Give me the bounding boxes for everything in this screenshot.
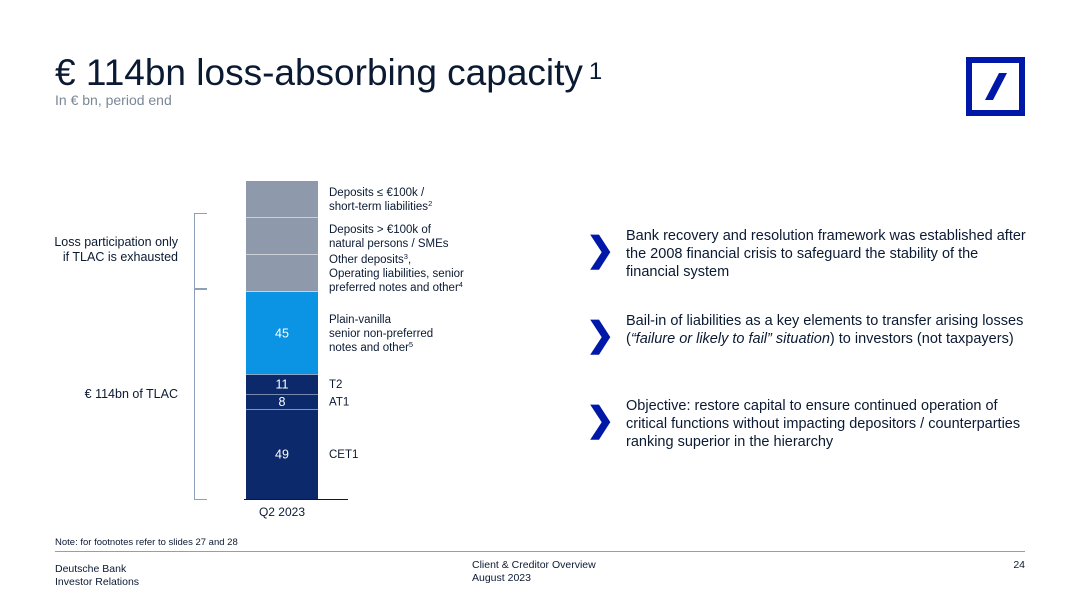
bar-segment-snp [246,291,318,375]
bullet-text: Objective: restore capital to ensure con… [626,397,1031,451]
segment-label-at1: AT1 [329,397,349,409]
bar-segment-t2 [246,374,318,395]
data-label-t2: 11 [276,378,289,392]
tlac-bracket [194,288,207,500]
data-label-at1: 8 [279,395,286,409]
bullet-text-part: Bank recovery and resolution framework w… [626,228,1026,280]
footer-document: Client & Creditor Overview August 2023 [472,559,596,585]
page-subtitle: In € bn, period end [55,92,172,108]
bullet-text: Bank recovery and resolution framework w… [626,227,1031,281]
title-footnote: 1 [588,58,603,85]
bullet-emphasis: “failure or likely to fail” situation [630,331,830,347]
logo-slash-icon [985,73,1007,100]
chevron-right-icon: ❯ [586,401,615,439]
footer-org-name: Deutsche Bank [55,563,127,575]
footer-org-department: Investor Relations [55,576,140,588]
segment-label-other_deposits: Other deposits3, Operating liabilities, s… [329,252,464,294]
bar-segment-other_deposits [246,254,318,292]
segment-label-t2: T2 [329,379,342,391]
bar-segment-deposits_le_100k [246,180,318,218]
loss-participation-label-line: if TLAC is exhausted [62,250,178,264]
loss-participation-bracket [194,213,207,290]
footer-organization: Deutsche Bank Investor Relations [55,563,139,589]
segment-label-snp: Plain-vanilla senior non-preferred notes a… [329,314,433,354]
data-label-cet1: 49 [275,448,289,462]
page-title: € 114bn loss-absorbing capacity 1 [55,52,602,94]
tlac-label: € 114bn of TLAC [84,387,178,401]
bar-segment-deposits_gt_100k [246,217,318,255]
footnote-note: Note: for footnotes refer to slides 27 a… [55,537,238,548]
segment-label-cet1: CET1 [329,449,358,461]
bar-segment-cet1 [246,409,318,499]
footer-divider [55,551,1025,552]
chevron-right-icon: ❯ [586,231,615,269]
bullet-item: ❯ Bail-in of liabilities as a key element… [586,312,1031,352]
bullet-text-part: Bail-in of liabilities as a key elements… [626,313,1024,347]
segment-label-deposits_gt_100k: Deposits > €100k of natural persons / SME… [329,224,449,250]
loss-participation-label: Loss participation only if TLAC is exhaus… [30,235,178,265]
bullet-text-part: Objective: restore capital to ensure con… [626,398,1021,450]
loss-participation-label-line: Loss participation only [54,235,178,249]
bullet-item: ❯ Bank recovery and resolution framework … [586,227,1031,281]
segment-label-deposits_le_100k: Deposits ≤ €100k / short-term liabilities… [329,187,432,213]
bullet-text: Bail-in of liabilities as a key elements… [626,312,1031,352]
chevron-right-icon: ❯ [586,316,615,354]
data-label-snp: 45 [275,326,289,340]
deutsche-bank-logo-icon [966,57,1025,116]
footer-doc-date: August 2023 [472,572,531,584]
bullet-text-part: ) to investors (not taxpayers) [829,331,1014,347]
footer-doc-title: Client & Creditor Overview [472,559,596,571]
bullet-item: ❯ Objective: restore capital to ensure co… [586,397,1031,451]
bar-segment-at1 [246,394,318,409]
title-text: € 114bn loss-absorbing capacity [55,52,583,93]
page-number: 24 [1013,559,1025,571]
x-tick-label: Q2 2023 [259,505,305,519]
